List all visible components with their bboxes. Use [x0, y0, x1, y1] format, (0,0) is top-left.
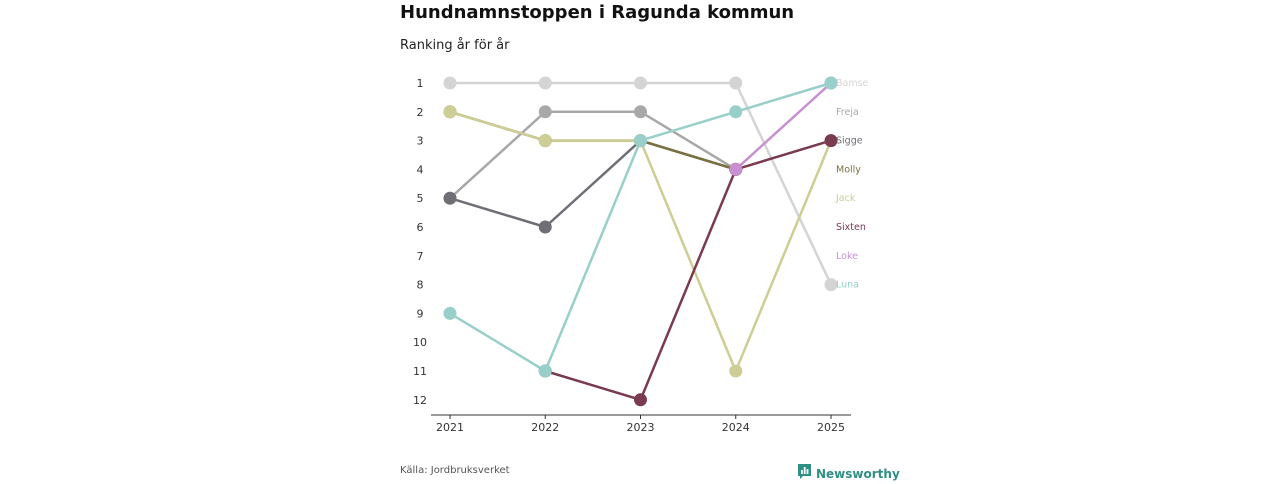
point-jack-2024: [729, 364, 743, 378]
y-tick-6: 6: [417, 221, 424, 234]
end-label-sixten: Sixten: [836, 222, 866, 233]
series-end-labels: Bamse Freja Sigge Molly Jack Sixten Loke Luna: [835, 78, 869, 291]
point-sigge-2021: [443, 191, 457, 205]
y-tick-8: 8: [417, 279, 424, 292]
point-luna-2024: [729, 105, 743, 119]
y-tick-9: 9: [417, 307, 424, 320]
series-line-freja: [448, 110, 737, 200]
end-label-molly: Molly: [836, 164, 861, 175]
x-tick-2025: 2025: [817, 421, 845, 434]
series-line-luna: [448, 81, 833, 373]
point-freja-2023: [634, 105, 647, 119]
end-label-loke: Loke: [836, 251, 858, 262]
series-points: [443, 76, 838, 407]
y-tick-1: 1: [417, 77, 424, 90]
y-tick-2: 2: [417, 106, 424, 119]
brand-name: Newsworthy: [816, 466, 900, 481]
y-tick-11: 11: [413, 365, 427, 378]
x-tick-2021: 2021: [436, 421, 464, 434]
point-bamse-2023: [634, 76, 647, 90]
end-label-jack: Jack: [835, 193, 856, 204]
end-label-bamse: Bamse: [836, 78, 869, 89]
newsworthy-logo-icon: [797, 463, 812, 484]
point-luna-2021: [443, 306, 457, 320]
point-loke-2024: [729, 162, 743, 176]
point-sixten-2023: [634, 393, 647, 407]
x-tick-2022: 2022: [531, 421, 559, 434]
point-bamse-2021: [443, 76, 457, 90]
point-jack-2022: [538, 134, 552, 148]
point-freja-2022: [538, 105, 552, 119]
y-tick-7: 7: [417, 250, 424, 263]
series-line-jack: [448, 110, 833, 373]
point-jack-2021: [443, 105, 457, 119]
series-lines: [448, 81, 833, 402]
chart-subtitle: Ranking år för år: [400, 38, 510, 53]
point-bamse-2024: [729, 76, 743, 90]
x-tick-2024: 2024: [722, 421, 750, 434]
brand-logo: Newsworthy: [797, 463, 900, 484]
end-label-sigge: Sigge: [836, 136, 863, 147]
y-tick-4: 4: [417, 163, 424, 176]
series-line-sigge: [448, 139, 737, 229]
x-axis-ticks: 2021 2022 2023 2024 2025: [436, 415, 845, 434]
point-bamse-2025: [824, 278, 838, 292]
point-luna-2025: [824, 76, 838, 90]
y-tick-5: 5: [417, 192, 424, 205]
point-sixten-2025: [824, 134, 838, 148]
x-tick-2023: 2023: [627, 421, 655, 434]
y-tick-10: 10: [413, 336, 427, 349]
point-sigge-2022: [538, 220, 552, 234]
end-label-freja: Freja: [836, 107, 859, 118]
y-tick-3: 3: [417, 135, 424, 148]
point-bamse-2022: [538, 76, 552, 90]
point-luna-2023: [634, 134, 647, 148]
end-label-luna: Luna: [836, 280, 859, 291]
point-luna-2022: [538, 364, 552, 378]
chart-title: Hundnamnstoppen i Ragunda kommun: [400, 2, 795, 23]
y-tick-12: 12: [413, 394, 427, 407]
source-text: Källa: Jordbruksverket: [400, 465, 510, 476]
series-line-loke: [734, 81, 833, 171]
series-line-sixten: [544, 139, 833, 402]
